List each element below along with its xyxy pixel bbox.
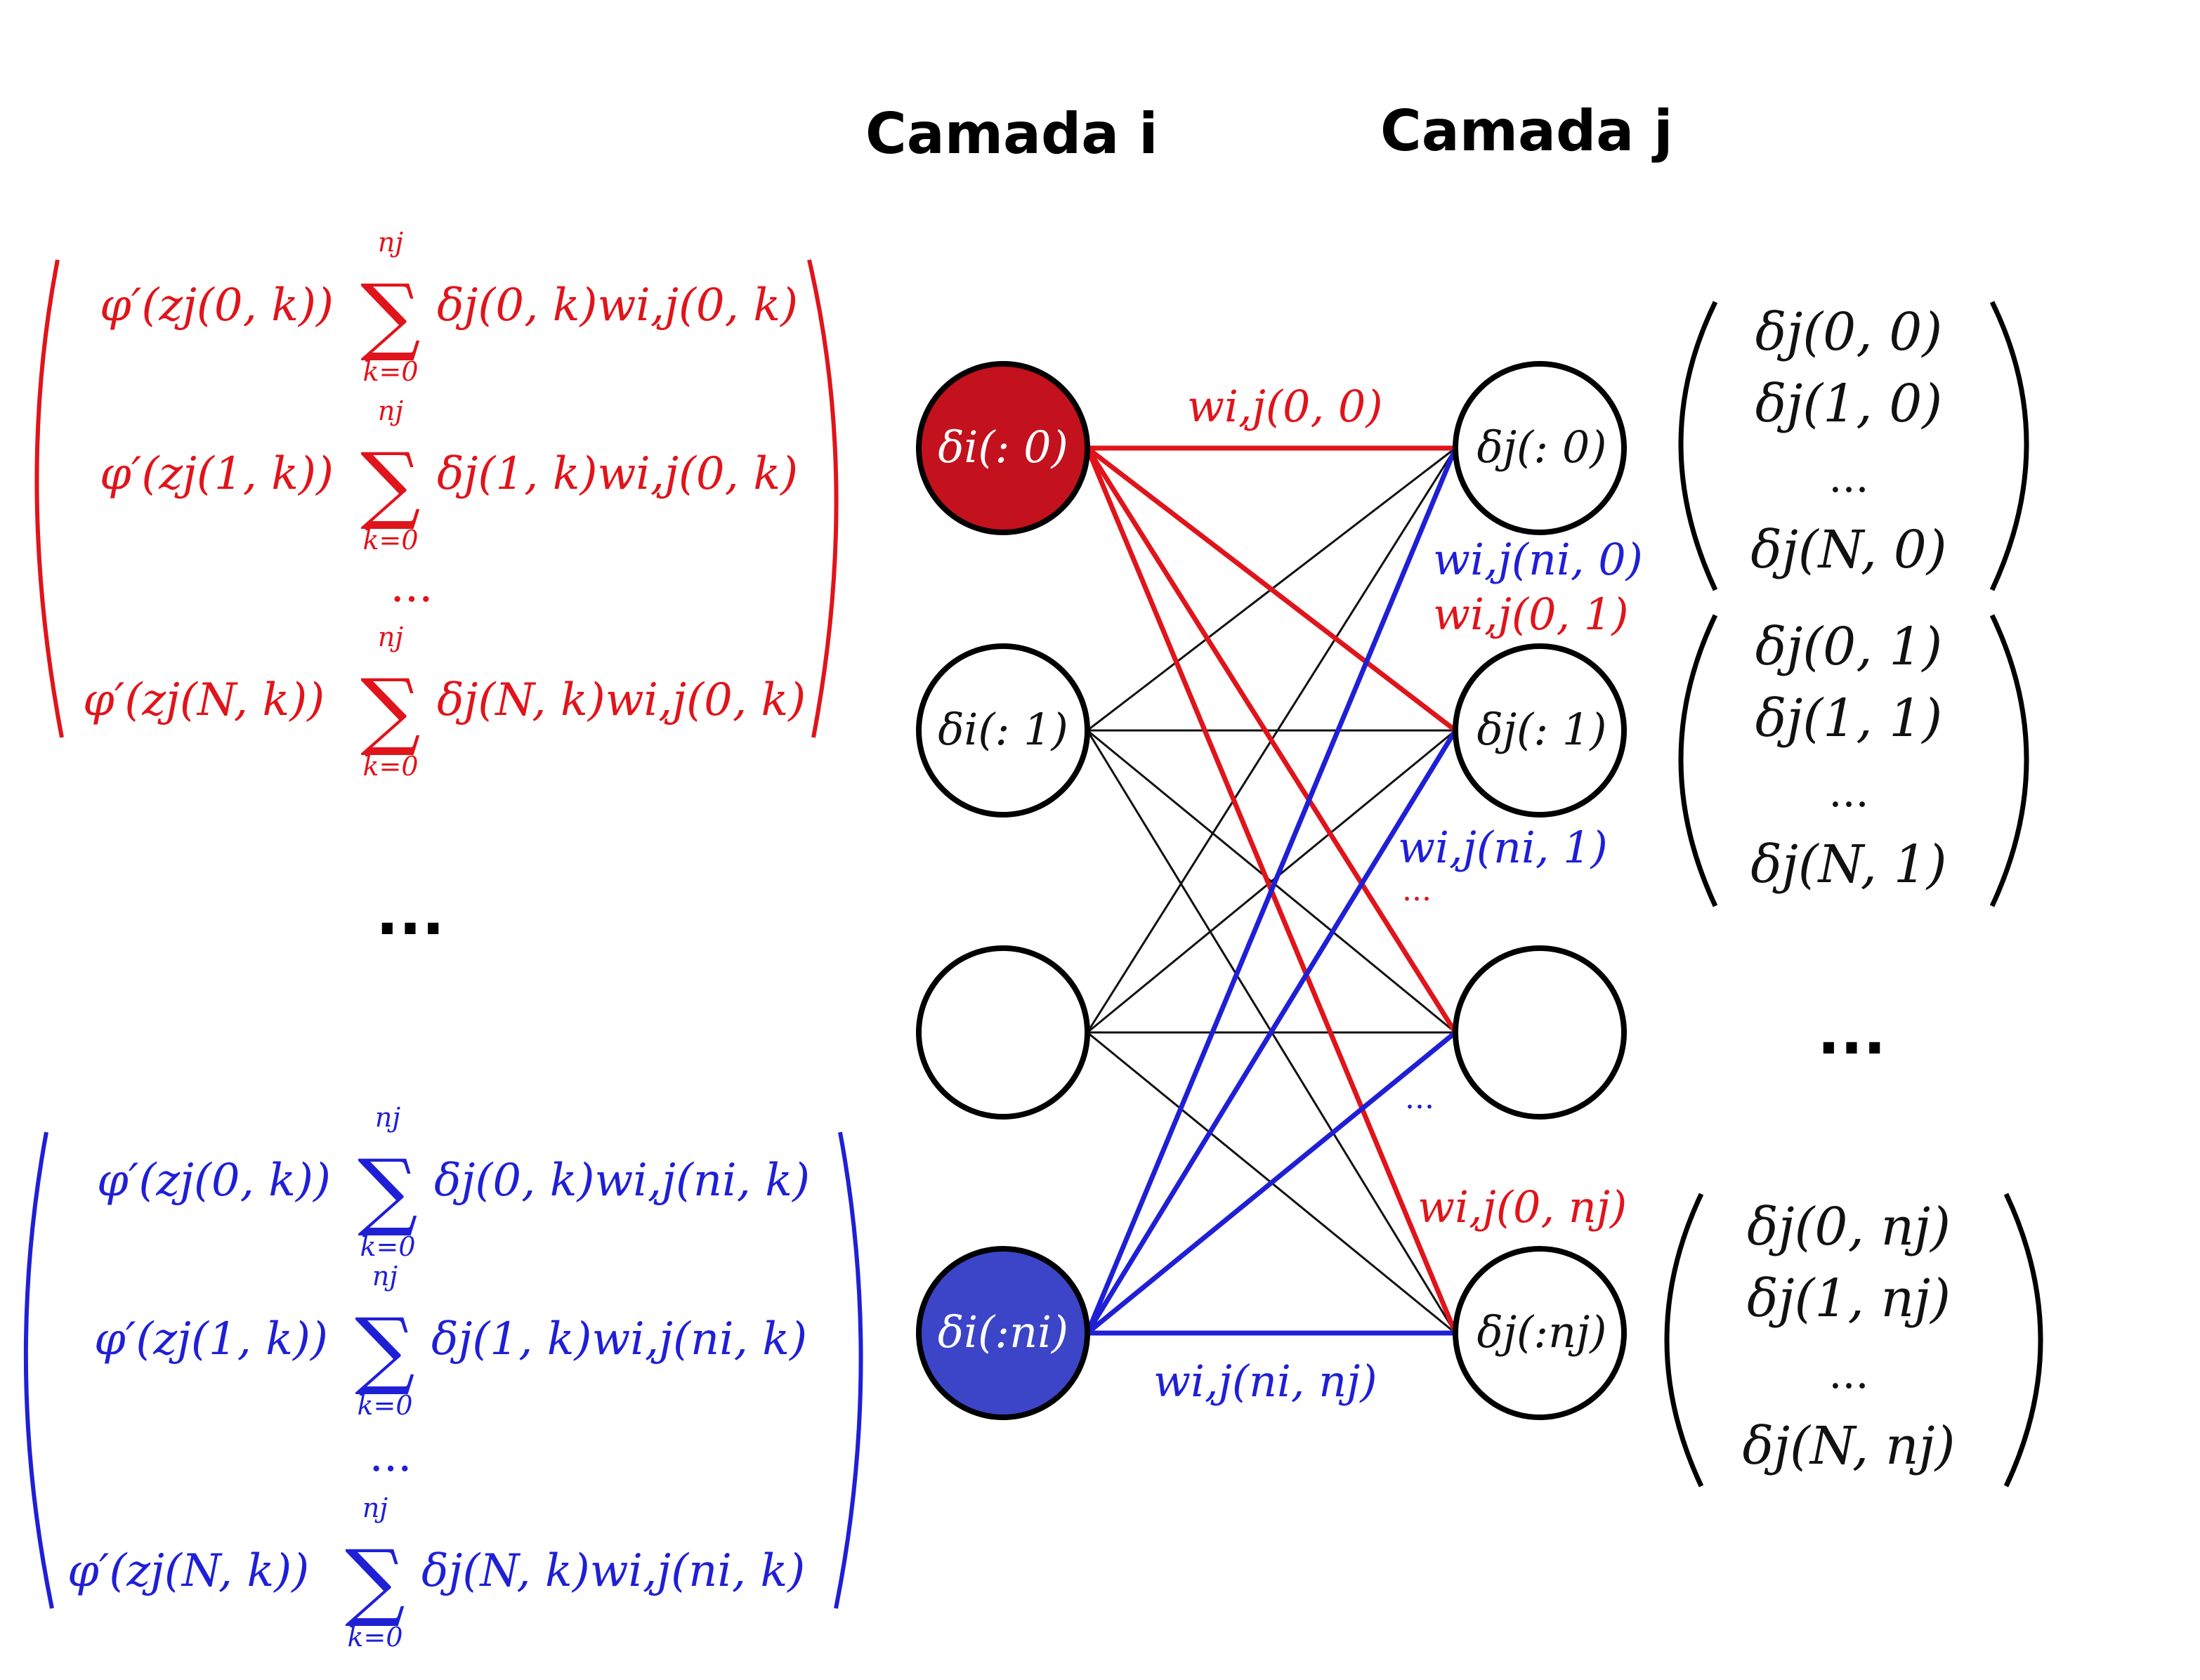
vector-0-right-paren bbox=[1989, 301, 2029, 591]
vector-2-left-paren bbox=[1664, 1193, 1704, 1488]
vector-1-entry-2: ... bbox=[1828, 768, 1868, 817]
vector-2-entry-2: ... bbox=[1828, 1349, 1868, 1398]
blue-right-bracket bbox=[834, 1131, 863, 1609]
blue-row-2-sum-bottom: k=0 bbox=[347, 1622, 402, 1653]
edge-i3-j0 bbox=[1085, 447, 1458, 1334]
red-row-2-phi: φ′(zj(N, k)) bbox=[83, 674, 325, 726]
blue-ellipsis: ... bbox=[369, 1430, 412, 1482]
node-i-1 bbox=[916, 643, 1090, 818]
right-vector-0: δj(0, 0) δj(1, 0) ... δj(N, 0) bbox=[1678, 301, 2029, 591]
blue-row-1-sigma: ∑ bbox=[355, 1301, 415, 1398]
vector-2-entry-3: δj(N, nj) bbox=[1743, 1416, 1956, 1476]
node-j-nj bbox=[1453, 1246, 1627, 1420]
blue-row-2-term: δj(N, k)wi,j(ni, k) bbox=[421, 1545, 805, 1597]
vector-0-entry-3: δj(N, 0) bbox=[1750, 520, 1946, 580]
blue-row-2-sigma: ∑ bbox=[345, 1533, 405, 1630]
red-row-2-term: δj(N, k)wi,j(0, k) bbox=[437, 674, 806, 726]
node-j-0 bbox=[1453, 361, 1627, 535]
edge-i3-j1 bbox=[1085, 729, 1458, 1334]
red-row-1-term: δj(1, k)wi,j(0, k) bbox=[437, 448, 798, 500]
vector-0-entry-2: ... bbox=[1828, 453, 1868, 502]
edge-i0-j2 bbox=[1085, 447, 1458, 1034]
layer-j-nodes bbox=[1453, 361, 1627, 1420]
left-red-matrix: φ′(zj(0, k)) nj ∑ k=0 δj(0, k)wi,j(0, k)… bbox=[34, 227, 839, 782]
node-i-0 bbox=[916, 361, 1090, 535]
blue-row-0-term: δj(0, k)wi,j(ni, k) bbox=[434, 1155, 810, 1207]
left-blue-matrix: φ′(zj(0, k)) nj ∑ k=0 δj(0, k)wi,j(ni, k… bbox=[23, 1102, 863, 1653]
vector-1-entry-1: δj(1, 1) bbox=[1755, 688, 1942, 749]
red-row-2-sigma: ∑ bbox=[360, 662, 421, 759]
blue-row-0-sum-top: nj bbox=[375, 1102, 400, 1133]
weight-ellipsis-blue: ... bbox=[1405, 1080, 1434, 1116]
edge-i3-j2 bbox=[1085, 1030, 1458, 1335]
vector-1-entry-0: δj(0, 1) bbox=[1755, 617, 1942, 677]
red-row-0-sum-top: nj bbox=[378, 227, 403, 258]
blue-row-1-sum-top: nj bbox=[372, 1261, 398, 1292]
node-j-2 bbox=[1453, 945, 1627, 1120]
left-middle-ellipsis: ... bbox=[376, 879, 445, 949]
red-row-1-sum-bottom: k=0 bbox=[362, 525, 418, 556]
vector-0-left-paren bbox=[1678, 301, 1718, 591]
node-j-1 bbox=[1453, 643, 1627, 818]
right-vector-2: δj(0, nj) δj(1, nj) ... δj(N, nj) bbox=[1664, 1193, 2043, 1488]
blue-row-0-sum-bottom: k=0 bbox=[360, 1231, 415, 1262]
layer-j-heading: Camada j bbox=[1380, 98, 1673, 164]
blue-row-2-sum-top: nj bbox=[362, 1492, 388, 1523]
node-i-ni-label: δi(:ni) bbox=[938, 1306, 1068, 1358]
red-row-1-sigma: ∑ bbox=[360, 435, 421, 533]
weight-label-ni-nj: wi,j(ni, nj) bbox=[1153, 1356, 1377, 1407]
vector-1-entry-3: δj(N, 1) bbox=[1750, 834, 1946, 895]
blue-row-2-phi: φ′(zj(N, k)) bbox=[67, 1545, 309, 1597]
blue-row-1-phi: φ′(zj(1, k)) bbox=[94, 1313, 328, 1365]
vector-0-entry-0: δj(0, 0) bbox=[1755, 302, 1942, 362]
node-i-ni bbox=[916, 1246, 1090, 1420]
node-j-1-label: δj(: 1) bbox=[1477, 704, 1607, 755]
vector-1-right-paren bbox=[1989, 614, 2029, 907]
node-j-nj-label: δj(:nj) bbox=[1477, 1306, 1607, 1358]
edge-i2-j1 bbox=[1087, 729, 1456, 1034]
red-ellipsis: ... bbox=[390, 560, 433, 612]
edge-i0-j1 bbox=[1085, 446, 1458, 733]
blue-left-bracket bbox=[23, 1131, 54, 1609]
blue-row-0-phi: φ′(zj(0, k)) bbox=[97, 1155, 331, 1207]
vector-1-left-paren bbox=[1678, 614, 1718, 907]
vector-0-entry-1: δj(1, 0) bbox=[1755, 374, 1942, 434]
vector-2-entry-0: δj(0, nj) bbox=[1747, 1197, 1951, 1257]
blue-row-1-term: δj(1, k)wi,j(ni, k) bbox=[431, 1313, 807, 1365]
layer-i-heading: Camada i bbox=[865, 101, 1158, 166]
node-j-0-label: δj(: 0) bbox=[1477, 421, 1607, 473]
weight-label-ni-0: wi,j(ni, 0) bbox=[1433, 534, 1643, 585]
weight-label-0-nj: wi,j(0, nj) bbox=[1417, 1181, 1627, 1233]
red-row-0-term: δj(0, k)wi,j(0, k) bbox=[437, 280, 798, 332]
red-row-1-phi: φ′(zj(1, k)) bbox=[100, 448, 334, 500]
blue-row-1-sum-bottom: k=0 bbox=[357, 1390, 412, 1421]
weight-label-ni-1: wi,j(ni, 1) bbox=[1398, 822, 1608, 873]
red-row-1-sum-top: nj bbox=[378, 395, 403, 426]
node-i-1-label: δi(: 1) bbox=[938, 704, 1068, 755]
red-right-bracket bbox=[807, 259, 839, 738]
red-row-0-phi: φ′(zj(0, k)) bbox=[100, 280, 334, 332]
vector-2-entry-1: δj(1, nj) bbox=[1747, 1268, 1951, 1329]
connection-lines bbox=[1085, 445, 1458, 1336]
node-i-2 bbox=[916, 945, 1090, 1120]
right-vector-1: δj(0, 1) δj(1, 1) ... δj(N, 1) bbox=[1678, 614, 2029, 907]
vector-2-right-paren bbox=[2003, 1193, 2043, 1488]
red-row-0-sum-bottom: k=0 bbox=[362, 356, 418, 387]
right-middle-ellipsis: ... bbox=[1817, 998, 1886, 1068]
node-i-0-label: δi(: 0) bbox=[938, 421, 1068, 473]
red-left-bracket bbox=[34, 259, 64, 738]
weight-label-0-0: wi,j(0, 0) bbox=[1187, 381, 1383, 432]
weight-ellipsis-red: ... bbox=[1402, 872, 1432, 908]
blue-row-0-sigma: ∑ bbox=[358, 1142, 418, 1240]
red-row-2-sum-bottom: k=0 bbox=[362, 751, 418, 782]
weight-label-0-1: wi,j(0, 1) bbox=[1433, 589, 1629, 640]
layer-i-nodes bbox=[916, 361, 1090, 1420]
red-row-0-sigma: ∑ bbox=[360, 267, 421, 365]
red-row-2-sum-top: nj bbox=[378, 622, 403, 652]
